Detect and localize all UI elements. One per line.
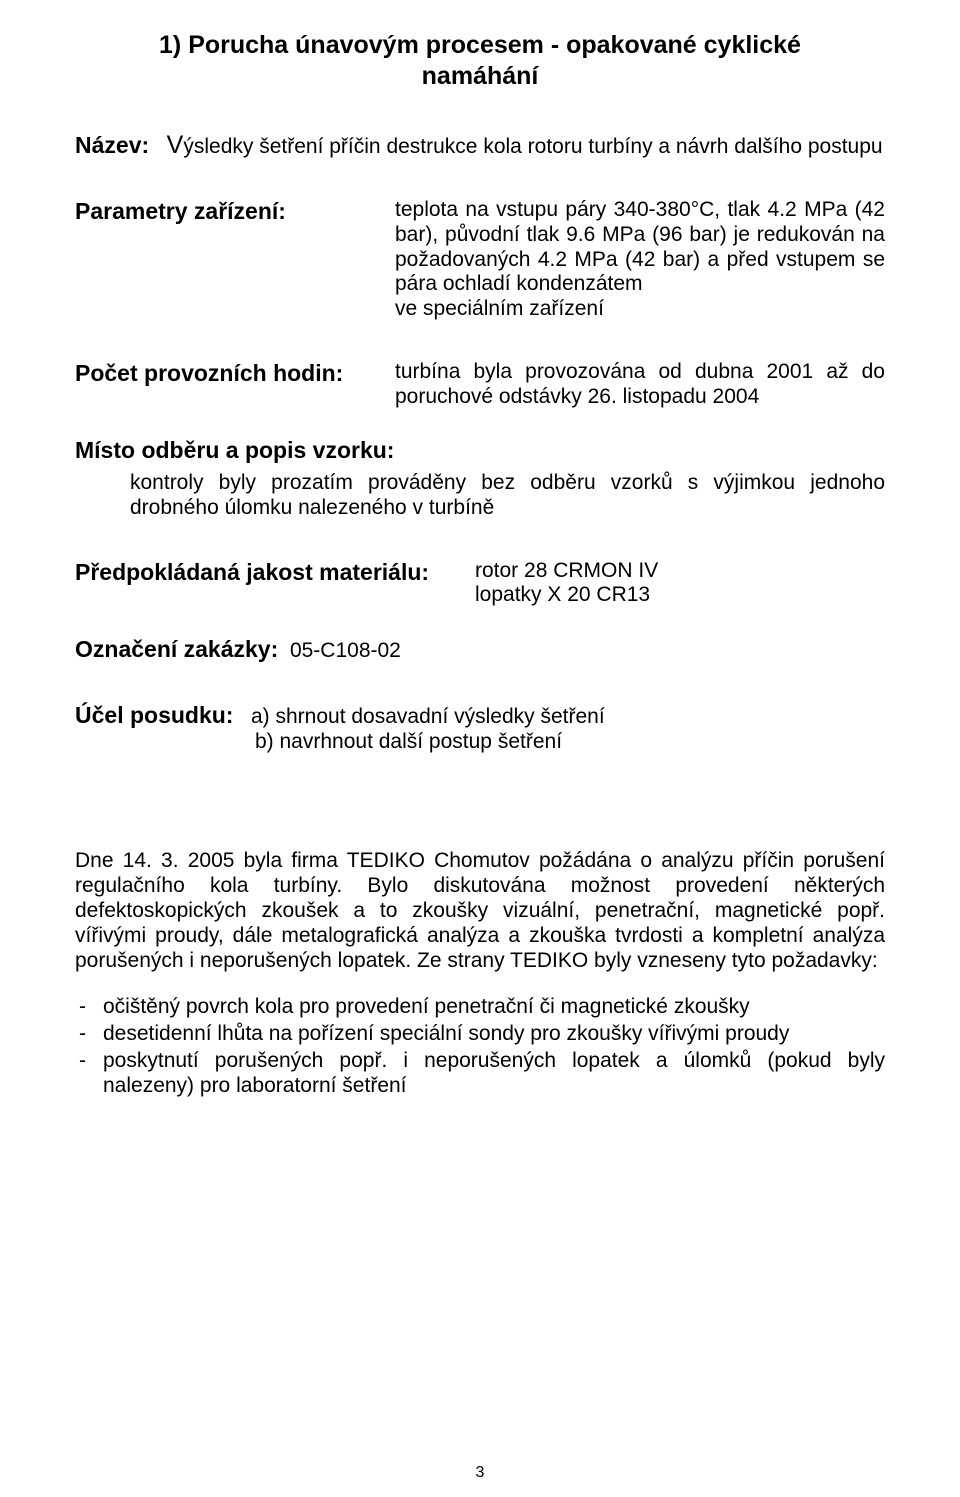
title-line-2: namáhání xyxy=(422,62,539,90)
hodin-text: turbína byla provozována od dubna 2001 a… xyxy=(395,360,885,408)
page-number: 3 xyxy=(0,1464,960,1483)
field-hodin: Počet provozních hodin: turbína byla pro… xyxy=(75,360,885,410)
nazev-big-first: V xyxy=(167,131,184,159)
page-title: 1) Porucha únavovým procesem - opakované… xyxy=(75,30,885,93)
field-parametry: Parametry zařízení: teplota na vstupu pá… xyxy=(75,198,885,322)
label-material: Předpokládaná jakost materiálu: xyxy=(75,559,429,585)
label-misto: Místo odběru a popis vzorku: xyxy=(75,437,394,463)
document-page: 1) Porucha únavovým procesem - opakované… xyxy=(0,0,960,1497)
label-zakazka: Označení zakázky: xyxy=(75,636,278,662)
misto-text-wrap: kontroly byly prozatím prováděny bez odb… xyxy=(130,471,885,521)
label-nazev: Název: xyxy=(75,132,149,158)
label-hodin: Počet provozních hodin: xyxy=(75,360,343,386)
field-ucel: Účel posudku: a) shrnout dosavadní výsle… xyxy=(75,702,885,755)
field-material: Předpokládaná jakost materiálu: rotor 28… xyxy=(75,559,885,609)
list-item: desetidenní lhůta na pořízení speciální … xyxy=(75,1022,885,1047)
material-lopatky: lopatky X 20 CR13 xyxy=(475,583,650,606)
misto-text: kontroly byly prozatím prováděny bez odb… xyxy=(130,471,885,519)
nazev-text: ýsledky šetření příčin destrukce kola ro… xyxy=(183,135,882,158)
intro-paragraph: Dne 14. 3. 2005 byla firma TEDIKO Chomut… xyxy=(75,849,885,973)
list-item: poskytnutí porušených popř. i neporušený… xyxy=(75,1049,885,1099)
ucel-b: b) navrhnout další postup šetření xyxy=(255,730,885,755)
zakazka-value: 05-C108-02 xyxy=(284,639,401,662)
field-misto-label: Místo odběru a popis vzorku: xyxy=(75,437,885,465)
material-rotor: rotor 28 CRMON IV xyxy=(475,559,658,582)
parametry-text-2: ve speciálním zařízení xyxy=(395,297,604,320)
parametry-text-1: teplota na vstupu páry 340-380°C, tlak 4… xyxy=(395,198,885,295)
list-item: očištěný povrch kola pro provedení penet… xyxy=(75,995,885,1020)
label-ucel: Účel posudku: xyxy=(75,702,233,728)
title-line-1: 1) Porucha únavovým procesem - opakované… xyxy=(159,31,801,59)
ucel-a: a) shrnout dosavadní výsledky šetření xyxy=(239,705,604,728)
requirements-list: očištěný povrch kola pro provedení penet… xyxy=(75,995,885,1098)
field-zakazka: Označení zakázky: 05-C108-02 xyxy=(75,636,885,664)
label-parametry: Parametry zařízení: xyxy=(75,198,286,224)
nazev-value: Výsledky šetření příčin destrukce kola r… xyxy=(155,135,883,158)
field-nazev: Název: Výsledky šetření příčin destrukce… xyxy=(75,131,885,161)
